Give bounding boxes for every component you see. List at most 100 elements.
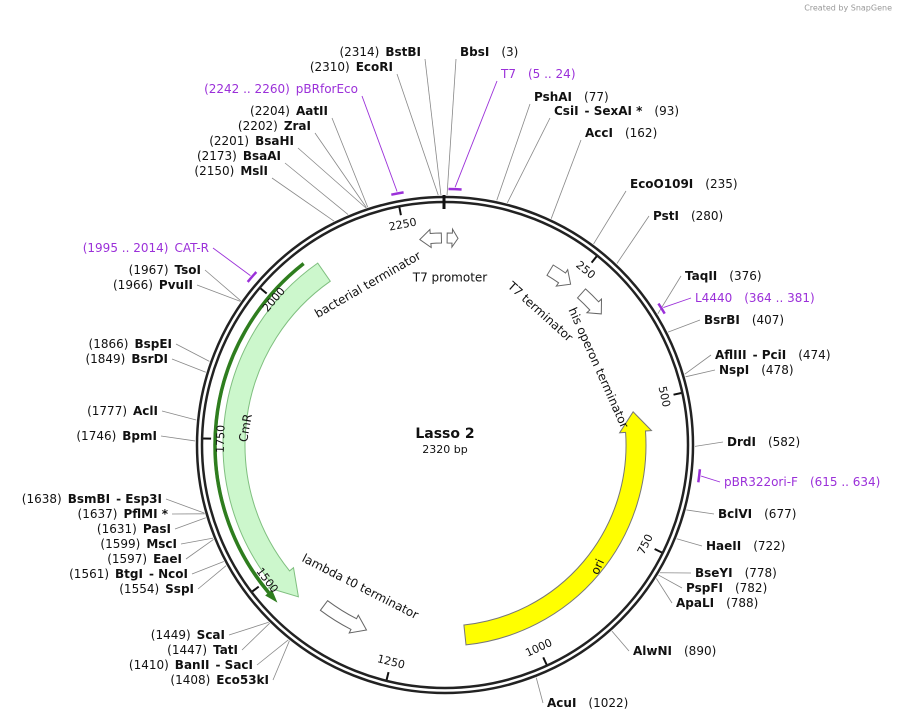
site-label: (1637) PflMI * bbox=[78, 507, 169, 521]
site-name: - PciI bbox=[753, 348, 787, 362]
site-position: (2173) bbox=[197, 149, 237, 163]
site-label: (2173) BsaAI bbox=[197, 149, 281, 163]
primer-connector bbox=[361, 95, 398, 192]
site-position: (1561) bbox=[69, 567, 109, 581]
site-name: AccI bbox=[585, 126, 613, 140]
site-position: (2242 .. 2260) bbox=[204, 82, 290, 96]
site-label: PshAI (77) bbox=[534, 90, 609, 104]
site-connector bbox=[191, 561, 224, 575]
site-label: PspFI (782) bbox=[686, 581, 767, 595]
site-position: (2314) bbox=[339, 45, 379, 59]
site-name: EaeI bbox=[153, 552, 182, 566]
site-position: (280) bbox=[691, 209, 723, 223]
site-connector bbox=[593, 190, 627, 245]
site-connector bbox=[424, 58, 442, 196]
site-connector bbox=[684, 354, 712, 375]
site-label: (1995 .. 2014) CAT-R bbox=[83, 241, 209, 255]
site-name: - SacI bbox=[216, 658, 253, 672]
site-label: PstI (280) bbox=[653, 209, 723, 223]
site-label: TaqII (376) bbox=[685, 269, 762, 283]
site-label: (1866) BspEI bbox=[89, 337, 172, 351]
site-connector bbox=[204, 269, 242, 302]
site-position: (788) bbox=[726, 596, 758, 610]
feature-label: lambda t0 terminator bbox=[300, 551, 421, 622]
site-position: (677) bbox=[764, 507, 796, 521]
watermark: Created by SnapGene bbox=[804, 4, 892, 13]
site-label: (1449) ScaI bbox=[151, 628, 225, 642]
site-connector bbox=[535, 677, 544, 704]
site-position: (1866) bbox=[89, 337, 129, 351]
site-name: ZraI bbox=[284, 119, 311, 133]
site-label: CsiI - SexAI * (93) bbox=[554, 104, 679, 118]
primer-mark bbox=[391, 191, 404, 196]
ori-arrow bbox=[463, 411, 653, 646]
site-position: (782) bbox=[735, 581, 767, 595]
tick-mark bbox=[259, 287, 268, 295]
site-connector bbox=[446, 58, 457, 196]
site-position: (778) bbox=[745, 566, 777, 580]
site-name: BstBI bbox=[385, 45, 421, 59]
site-connector bbox=[174, 517, 206, 530]
site-position: (1746) bbox=[76, 429, 116, 443]
primer-mark bbox=[657, 302, 666, 315]
site-label: AflIII - PciI (474) bbox=[715, 348, 831, 362]
site-position: (1447) bbox=[167, 643, 207, 657]
site-name: AlwNI bbox=[633, 644, 672, 658]
terminator-arrow bbox=[446, 227, 459, 249]
site-name: TaqII bbox=[685, 269, 717, 283]
site-position: (235) bbox=[705, 177, 737, 191]
site-label: BsrBI (407) bbox=[704, 313, 784, 327]
site-position: (376) bbox=[729, 269, 761, 283]
site-name: AcuI bbox=[547, 696, 576, 710]
site-position: (77) bbox=[584, 90, 609, 104]
site-label: (1746) BpmI bbox=[76, 429, 157, 443]
site-name: CAT-R bbox=[174, 241, 209, 255]
feature-label: CmR bbox=[236, 413, 255, 443]
site-position: (1408) bbox=[170, 673, 210, 687]
site-position: (364 .. 381) bbox=[744, 291, 814, 305]
site-name: PspFI bbox=[686, 581, 723, 595]
site-position: (5 .. 24) bbox=[528, 67, 576, 81]
site-connector bbox=[196, 284, 241, 302]
terminator-arrow bbox=[319, 599, 368, 634]
site-name: ScaI bbox=[197, 628, 225, 642]
site-position: (2204) bbox=[250, 104, 290, 118]
tick-label: 1250 bbox=[376, 652, 406, 671]
site-name: PvuII bbox=[159, 278, 193, 292]
site-name: BspEI bbox=[134, 337, 172, 351]
tick-label: 500 bbox=[656, 385, 673, 408]
site-position: (1631) bbox=[97, 522, 137, 536]
tick-mark bbox=[654, 548, 663, 554]
site-label: AccI (162) bbox=[585, 126, 657, 140]
site-name: L4440 bbox=[695, 291, 732, 305]
site-connector bbox=[496, 103, 531, 201]
site-label: (1967) TsoI bbox=[129, 263, 201, 277]
site-label: (1554) SspI bbox=[119, 582, 194, 596]
site-position: (1599) bbox=[100, 537, 140, 551]
site-connector bbox=[396, 73, 439, 196]
site-name: HaeII bbox=[706, 539, 741, 553]
site-connector bbox=[667, 319, 701, 333]
site-position: (1022) bbox=[588, 696, 628, 710]
site-position: (1554) bbox=[119, 582, 159, 596]
site-connector bbox=[686, 509, 715, 515]
site-connector bbox=[241, 622, 270, 651]
cmr-arrow bbox=[222, 262, 331, 598]
site-name: T7 bbox=[500, 67, 516, 81]
site-name: BseYI bbox=[695, 566, 733, 580]
feature-label: T7 terminator bbox=[504, 278, 576, 344]
site-label: (1561) BtgI - NcoI bbox=[69, 567, 188, 581]
tick-mark bbox=[590, 255, 598, 264]
site-name: PasI bbox=[143, 522, 171, 536]
site-position: (1966) bbox=[113, 278, 153, 292]
site-position: (1638) bbox=[22, 492, 62, 506]
site-position: (2201) bbox=[209, 134, 249, 148]
site-label: T7 (5 .. 24) bbox=[500, 67, 576, 81]
site-name: CsiI bbox=[554, 104, 579, 118]
site-label: (2310) EcoRI bbox=[310, 60, 393, 74]
site-label: BbsI (3) bbox=[460, 45, 518, 59]
site-label: (1849) BsrDI bbox=[85, 352, 168, 366]
tick-mark bbox=[385, 671, 390, 681]
site-position: (582) bbox=[768, 435, 800, 449]
primer-mark bbox=[246, 271, 258, 283]
